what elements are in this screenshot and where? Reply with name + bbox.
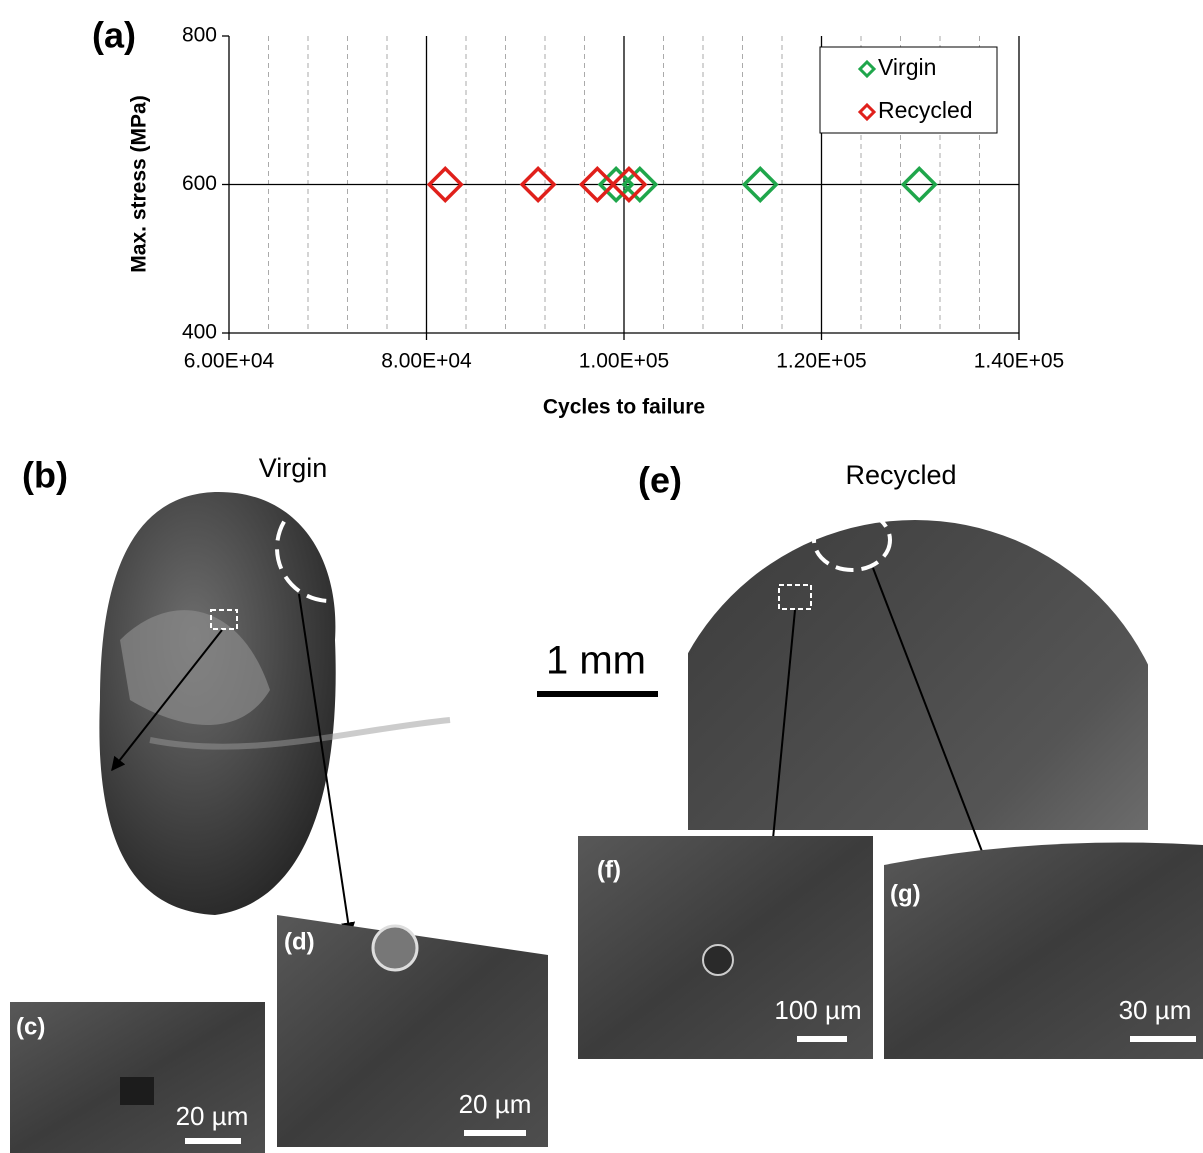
sem-feature xyxy=(702,944,734,976)
region-marker xyxy=(778,584,812,610)
panel-title: Virgin xyxy=(259,453,328,483)
scale-bar xyxy=(797,1036,847,1042)
panel-label: (e) xyxy=(638,460,682,501)
inset-label: (g) xyxy=(890,880,921,907)
region-marker xyxy=(210,609,238,630)
arrow xyxy=(298,593,356,937)
data-point xyxy=(621,166,659,203)
sem-image xyxy=(688,520,1148,830)
sem-feature xyxy=(149,717,451,750)
sem-feature xyxy=(371,924,419,972)
scale-bar xyxy=(185,1138,241,1144)
panel-label: (a) xyxy=(92,15,136,56)
data-point xyxy=(741,166,779,203)
scale-bar xyxy=(464,1130,526,1136)
region-marker xyxy=(275,493,385,603)
scale-bar xyxy=(537,691,658,697)
panel-title: Recycled xyxy=(845,460,956,490)
legend-label: Virgin xyxy=(878,54,936,80)
legend-marker xyxy=(857,102,877,122)
arrow xyxy=(872,567,996,882)
scale-label: 100 µm xyxy=(774,995,861,1025)
data-point xyxy=(426,166,464,203)
x-tick-label: 1.40E+05 xyxy=(974,350,1065,373)
inset-label: (f) xyxy=(597,856,621,883)
x-axis-title: Cycles to failure xyxy=(543,396,705,419)
scale-label: 30 µm xyxy=(1119,995,1192,1025)
arrow xyxy=(764,609,796,872)
data-point xyxy=(900,166,938,203)
sem-feature xyxy=(120,1077,154,1105)
legend-marker xyxy=(857,59,877,79)
scale-label: 1 mm xyxy=(546,639,646,683)
data-point xyxy=(519,166,557,203)
scale-bar xyxy=(1130,1036,1196,1042)
data-point xyxy=(610,166,648,203)
inset-label: (c) xyxy=(16,1013,45,1040)
x-tick-label: 8.00E+04 xyxy=(381,350,472,373)
y-tick-label: 600 xyxy=(182,172,217,195)
y-tick-label: 400 xyxy=(182,321,217,344)
sem-image xyxy=(884,842,1203,1059)
scale-label: 20 µm xyxy=(176,1101,249,1131)
region-marker xyxy=(812,508,892,572)
scale-label: 20 µm xyxy=(459,1089,532,1119)
sem-image xyxy=(277,915,548,1147)
y-tick-label: 800 xyxy=(182,24,217,47)
sem-feature xyxy=(120,610,270,725)
x-tick-label: 1.20E+05 xyxy=(776,350,867,373)
legend-box xyxy=(819,46,998,134)
panel-label: (b) xyxy=(22,455,68,496)
plot: 6.00E+04 8.00E+04 1.00E+05 1.20E+05 1.40E+05… xyxy=(182,24,1064,373)
y-axis-title: Max. stress (MPa) xyxy=(128,95,151,272)
arrow xyxy=(111,629,223,772)
legend-label: Recycled xyxy=(878,97,973,123)
x-tick-label: 1.00E+05 xyxy=(579,350,670,373)
x-tick-label: 6.00E+04 xyxy=(184,350,275,373)
inset-label: (d) xyxy=(284,928,315,955)
data-point xyxy=(578,166,616,203)
